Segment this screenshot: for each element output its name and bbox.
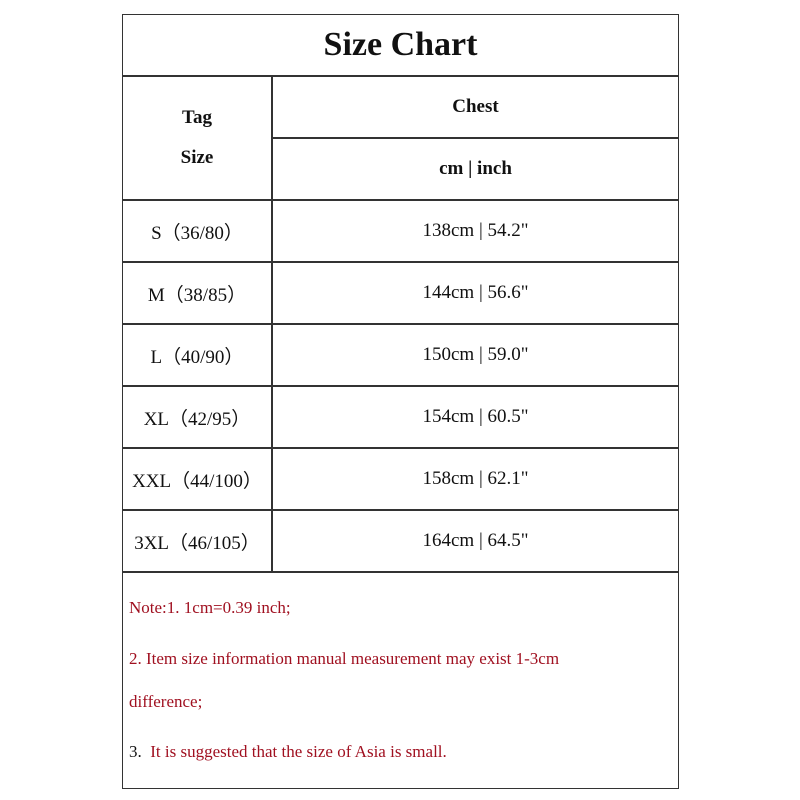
units-header: cm | inch <box>439 158 512 179</box>
size-cell: 3XL（46/105） <box>134 532 260 554</box>
size-cell: M（38/85） <box>147 284 247 306</box>
note-3-text: It is suggested that the size of Asia is… <box>141 742 447 761</box>
divider <box>122 323 679 325</box>
tag-size-header-line2: Size <box>180 147 214 168</box>
column-divider <box>271 76 273 572</box>
size-cell: S（36/80） <box>151 222 243 244</box>
divider <box>122 385 679 387</box>
size-cell: XL（42/95） <box>143 408 251 430</box>
chest-cell: 158cm | 62.1" <box>422 468 529 489</box>
chest-cell: 164cm | 64.5" <box>422 530 529 551</box>
tag-size-header: Tag Size <box>122 76 272 200</box>
divider <box>122 75 679 77</box>
chest-cell: 138cm | 54.2" <box>422 220 529 241</box>
size-cell: XXL（44/100） <box>132 470 262 492</box>
size-chart-table <box>122 14 679 789</box>
chest-cell: 150cm | 59.0" <box>422 344 529 365</box>
note-3: 3. It is suggested that the size of Asia… <box>129 742 447 762</box>
page-title: Size Chart <box>323 26 478 63</box>
note-1: Note:1. 1cm=0.39 inch; <box>129 598 291 617</box>
divider <box>122 261 679 263</box>
note-2-line2: difference; <box>129 692 203 711</box>
chest-cell: 154cm | 60.5" <box>422 406 529 427</box>
divider <box>122 509 679 511</box>
divider <box>122 447 679 449</box>
divider <box>272 137 679 139</box>
size-cell: L（40/90） <box>150 346 244 368</box>
chest-cell: 144cm | 56.6" <box>422 282 529 303</box>
tag-size-header-line1: Tag <box>182 107 212 128</box>
divider <box>122 199 679 201</box>
chest-header: Chest <box>452 96 499 117</box>
note-2-line1: 2. Item size information manual measurem… <box>129 649 560 668</box>
divider <box>122 571 679 573</box>
note-3-number: 3. <box>129 742 142 761</box>
